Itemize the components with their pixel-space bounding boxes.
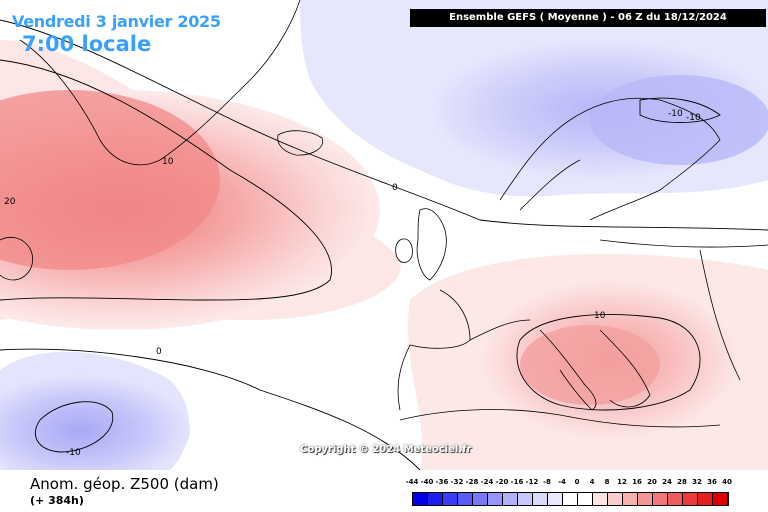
color-scale-box <box>653 493 668 505</box>
color-scale-box <box>563 493 578 505</box>
color-scale-tick: 12 <box>617 478 627 486</box>
color-scale-tick: -40 <box>420 478 434 486</box>
contour-0-north <box>0 19 768 231</box>
color-scale-tick: -44 <box>405 478 419 486</box>
color-scale-box <box>428 493 443 505</box>
color-scale-box <box>683 493 698 505</box>
color-scale-tick: 0 <box>574 478 580 486</box>
contour-label: 0 <box>392 183 398 193</box>
contour-label: 0 <box>156 347 162 357</box>
contour-10-west <box>0 59 332 301</box>
contour-label: 20 <box>4 197 16 207</box>
color-scale-box <box>578 493 593 505</box>
color-scale-tick: 8 <box>604 478 610 486</box>
color-scale-tick: -16 <box>510 478 524 486</box>
contour-label: 10 <box>162 157 174 167</box>
color-scale-box <box>503 493 518 505</box>
contour-label: -10 <box>668 109 683 119</box>
color-scale-boxes <box>412 492 729 506</box>
color-scale-tick: -28 <box>465 478 479 486</box>
color-scale-tick: -24 <box>480 478 494 486</box>
contour-label: -10 <box>66 448 81 458</box>
color-scale-tick: 24 <box>662 478 672 486</box>
forecast-date: Vendredi 3 janvier 2025 <box>12 12 221 31</box>
contour-label: -10 <box>686 113 701 123</box>
color-scale-box <box>638 493 653 505</box>
color-scale-tick: 16 <box>632 478 642 486</box>
color-scale-tick: -12 <box>525 478 539 486</box>
field-label: Anom. géop. Z500 (dam) <box>30 475 219 493</box>
color-scale-box <box>533 493 548 505</box>
color-scale-box <box>548 493 563 505</box>
color-scale-box <box>488 493 503 505</box>
color-scale-tick: -20 <box>495 478 509 486</box>
color-scale-box <box>623 493 638 505</box>
color-scale-box <box>413 493 428 505</box>
color-scale-tick: 32 <box>692 478 702 486</box>
color-scale-box <box>518 493 533 505</box>
color-scale-tick: -32 <box>450 478 464 486</box>
color-scale-tick: 4 <box>589 478 595 486</box>
color-scale-box <box>443 493 458 505</box>
color-scale-box <box>593 493 608 505</box>
contour-label: 10 <box>594 311 606 321</box>
forecast-time: 7:00 locale <box>22 32 152 56</box>
color-scale-box <box>713 493 728 505</box>
anomaly-map: 20 10 0 -10 10 -10 0 -10 <box>0 0 768 470</box>
color-scale-tick: -36 <box>435 478 449 486</box>
color-scale-tick: 36 <box>707 478 717 486</box>
lead-time-label: (+ 384h) <box>30 494 84 507</box>
color-scale-tick: 28 <box>677 478 687 486</box>
contour-0-south <box>0 348 421 470</box>
color-scale-box <box>458 493 473 505</box>
contour-minus10-ne <box>639 97 721 123</box>
model-run-label: Ensemble GEFS ( Moyenne ) - 06 Z du 18/1… <box>410 9 766 27</box>
color-scale-box <box>668 493 683 505</box>
copyright-notice: Copyright © 2024 Meteociel.fr <box>300 444 472 455</box>
color-scale-tick: 20 <box>647 478 657 486</box>
contour-minus10-sw <box>35 401 114 453</box>
color-scale-box <box>473 493 488 505</box>
color-scale-ticks: -44 -40 -36 -32 -28 -24 -20 -16 -12 -8 -4 0 4 8 12 16 20… <box>406 478 752 490</box>
color-scale-tick: 40 <box>722 478 732 486</box>
color-scale: -44 -40 -36 -32 -28 -24 -20 -16 -12 -8 -4 0 4 8 12 16 20… <box>406 478 752 508</box>
color-scale-box <box>698 493 713 505</box>
color-scale-box <box>608 493 623 505</box>
color-scale-tick: -8 <box>543 478 551 486</box>
contour-10-med <box>516 314 701 411</box>
color-scale-tick: -4 <box>558 478 566 486</box>
